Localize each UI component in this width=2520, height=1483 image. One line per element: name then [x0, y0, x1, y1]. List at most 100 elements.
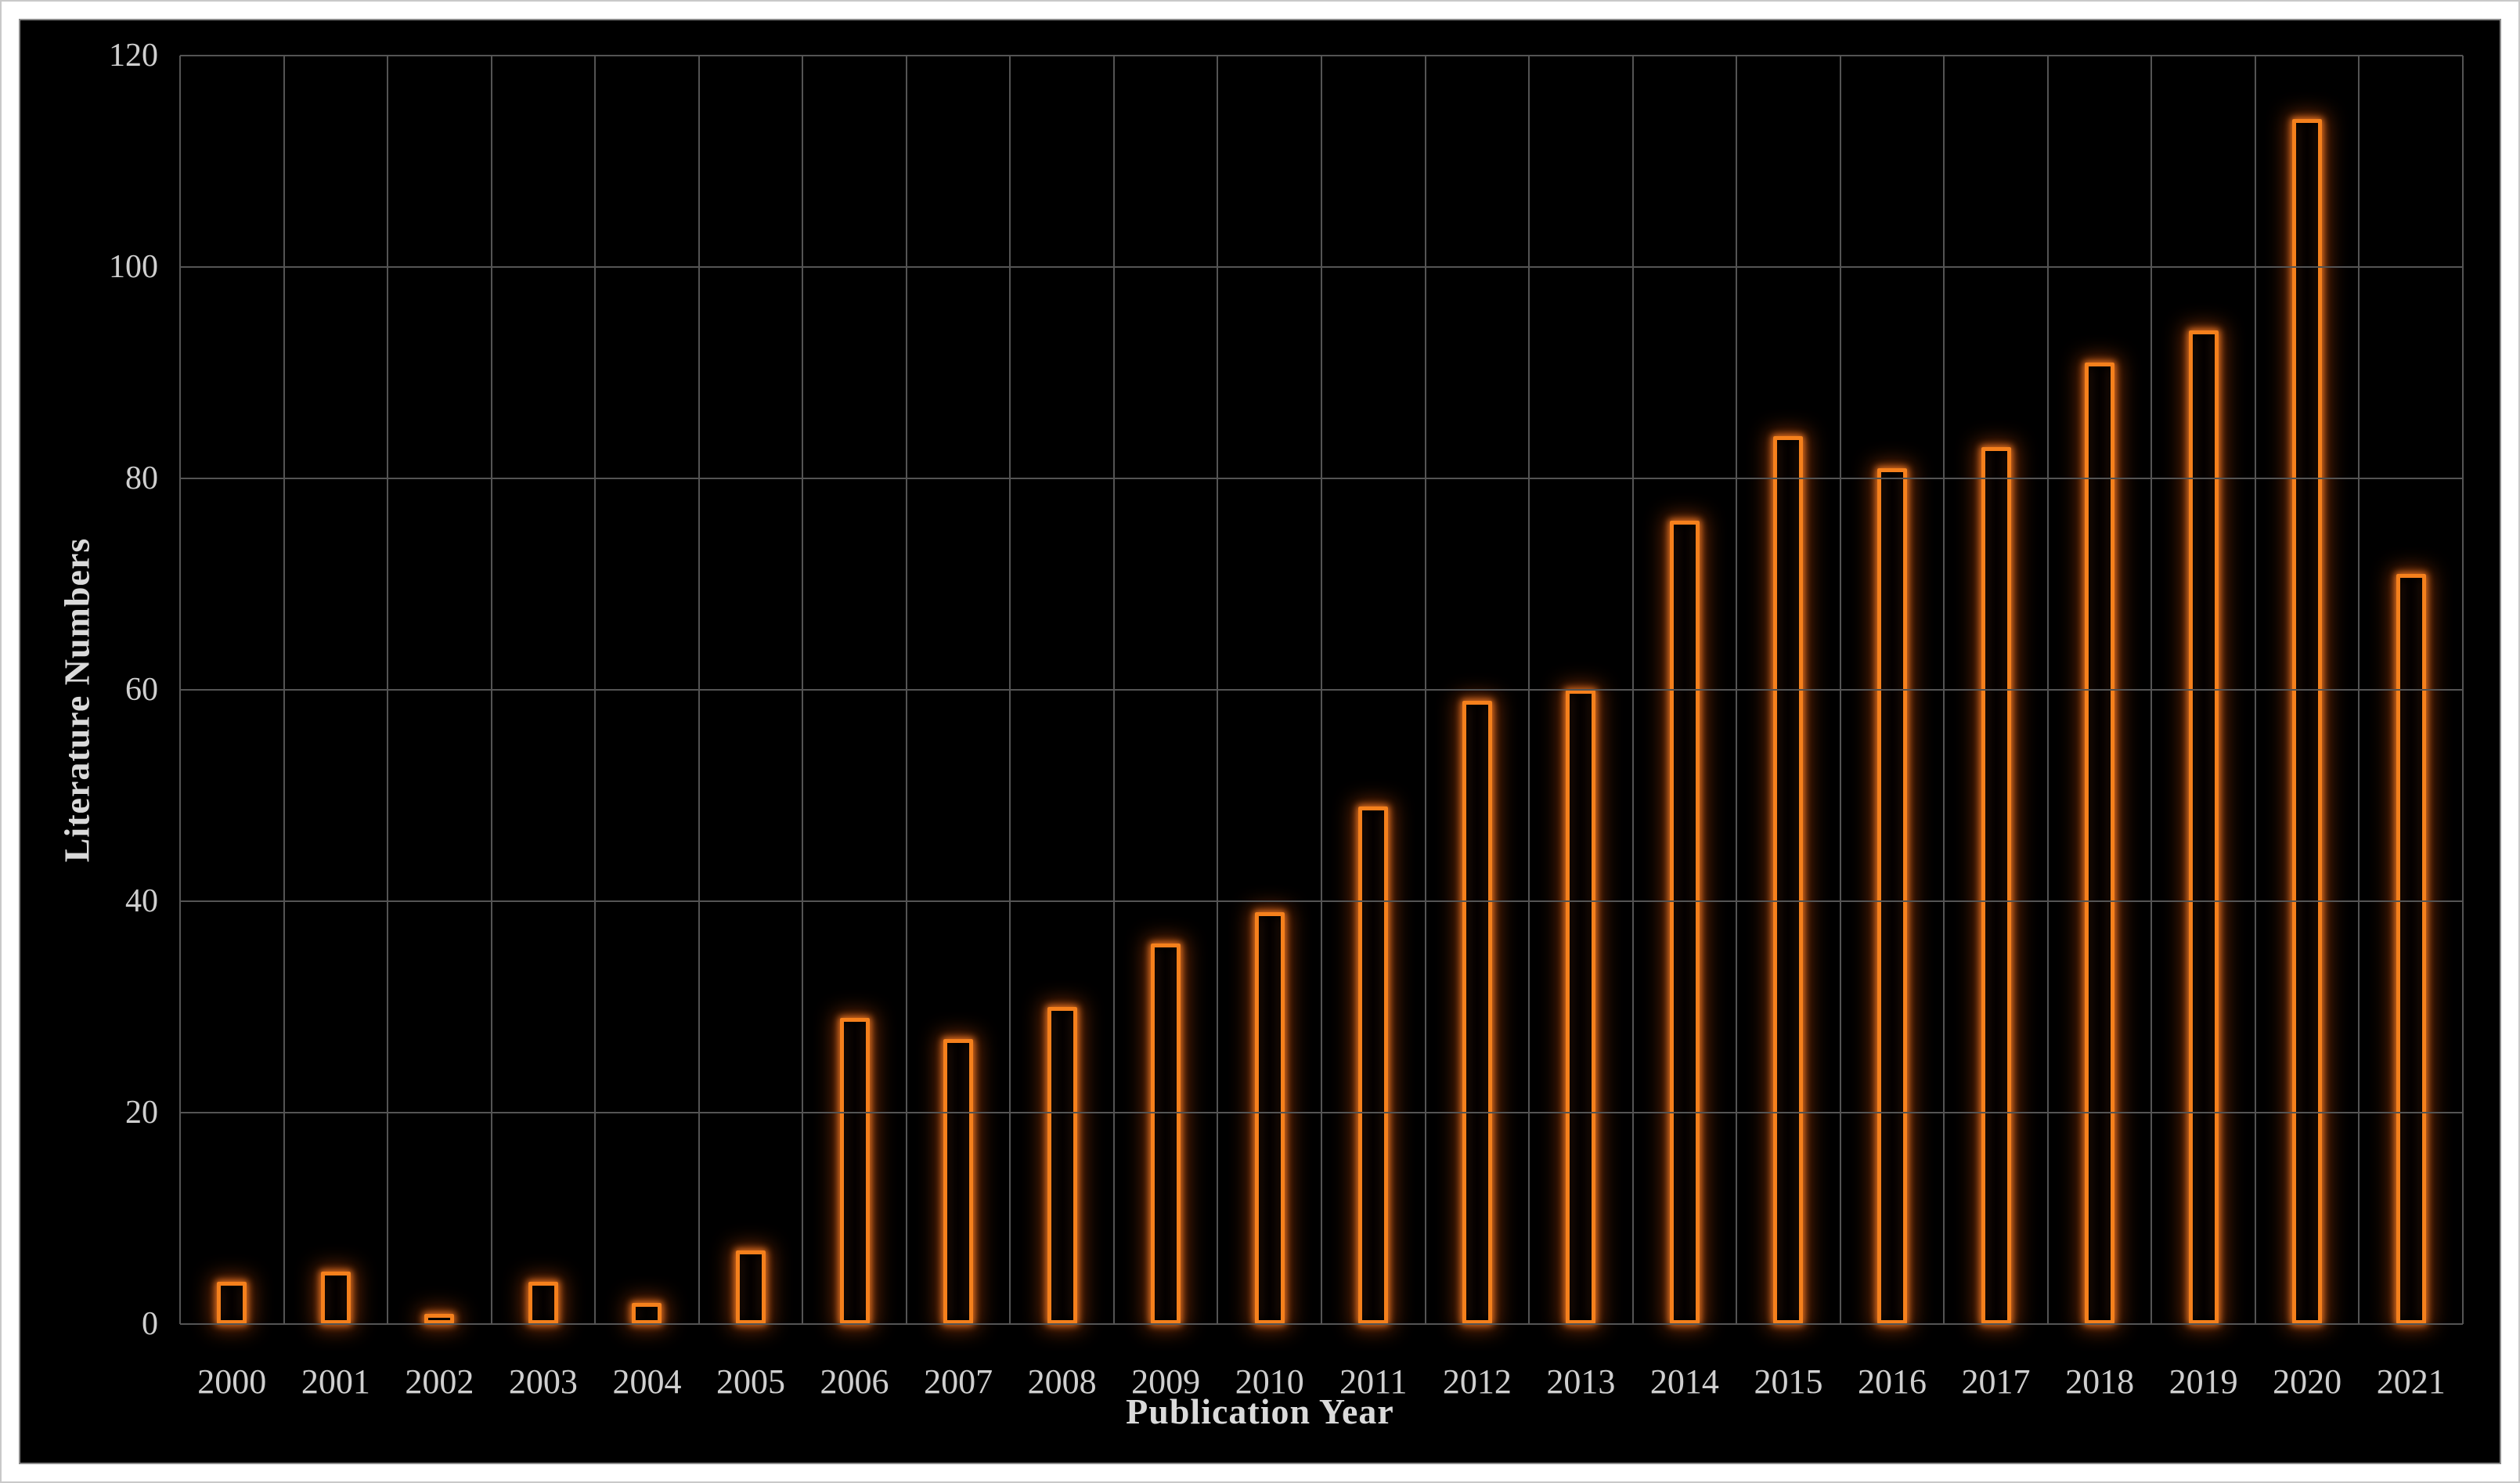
vgridline-17: [1943, 56, 1945, 1324]
x-tick-label-2005: 2005: [716, 1362, 785, 1401]
bar-2012: [1462, 700, 1492, 1324]
x-tick-label-2014: 2014: [1649, 1362, 1719, 1401]
bar-column-2003: [492, 56, 596, 1324]
vgridline-3: [490, 56, 492, 1324]
bar-2004: [632, 1303, 662, 1324]
hgridline-0: [180, 1323, 2463, 1325]
vgridline-18: [2046, 56, 2049, 1324]
bar-2011: [1358, 806, 1389, 1324]
vgridline-7: [905, 56, 907, 1324]
bar-column-2000: [180, 56, 284, 1324]
vgridline-10: [1217, 56, 1219, 1324]
bar-column-2001: [284, 56, 388, 1324]
bar-column-2014: [1633, 56, 1737, 1324]
x-tick-label-2004: 2004: [612, 1362, 682, 1401]
vgridline-19: [2150, 56, 2153, 1324]
bar-column-2016: [1840, 56, 1945, 1324]
bar-column-2009: [1114, 56, 1218, 1324]
bar-2009: [1151, 944, 1181, 1324]
x-tick-label-2019: 2019: [2168, 1362, 2238, 1401]
x-tick-label-2001: 2001: [301, 1362, 370, 1401]
y-tick-label-100: 100: [109, 248, 158, 285]
bar-2016: [1877, 467, 1908, 1324]
bar-column-2004: [595, 56, 699, 1324]
vgridline-0: [179, 56, 181, 1324]
bar-2015: [1773, 436, 1804, 1324]
bar-2006: [839, 1017, 870, 1324]
x-tick-label-2003: 2003: [508, 1362, 578, 1401]
vgridline-4: [594, 56, 597, 1324]
x-tick-label-2016: 2016: [1858, 1362, 1927, 1401]
x-axis-title: Publication Year: [1126, 1391, 1394, 1431]
bar-2010: [1254, 911, 1285, 1324]
bar-2013: [1566, 690, 1596, 1324]
vgridline-13: [1528, 56, 1530, 1324]
bar-2000: [217, 1282, 247, 1324]
x-tick-label-2021: 2021: [2376, 1362, 2446, 1401]
x-tick-label-2008: 2008: [1027, 1362, 1097, 1401]
x-tick-label-2006: 2006: [820, 1362, 889, 1401]
bar-2003: [528, 1282, 558, 1324]
vgridline-20: [2254, 56, 2256, 1324]
bar-column-2012: [1426, 56, 1530, 1324]
bar-2005: [736, 1250, 766, 1324]
bar-column-2019: [2151, 56, 2255, 1324]
x-tick-label-2009: 2009: [1131, 1362, 1201, 1401]
x-tick-label-2013: 2013: [1546, 1362, 1616, 1401]
plot-area: 0 20 40 60 80 100 120 2000 2001 2002 2003 2004 2005 2…: [109, 39, 2464, 1399]
y-tick-label-0: 0: [142, 1306, 158, 1342]
vgridline-9: [1112, 56, 1115, 1324]
vgridline-21: [2358, 56, 2360, 1324]
bar-column-2011: [1321, 56, 1426, 1324]
chart-background: 0 20 40 60 80 100 120 2000 2001 2002 2003 2004 2005 2…: [19, 19, 2501, 1464]
bar-column-2015: [1736, 56, 1840, 1324]
bar-column-2007: [907, 56, 1011, 1324]
vgridline-5: [698, 56, 700, 1324]
bar-column-2010: [1217, 56, 1321, 1324]
y-tick-label-80: 80: [125, 460, 158, 496]
bar-column-2002: [388, 56, 492, 1324]
y-axis-title: Literature Numbers: [56, 537, 97, 863]
bar-2007: [943, 1038, 974, 1324]
vgridline-11: [1321, 56, 1322, 1324]
bar-2019: [2188, 330, 2219, 1324]
y-tick-label-20: 20: [125, 1095, 158, 1131]
bar-2017: [1981, 446, 2011, 1324]
bar-column-2017: [1944, 56, 2048, 1324]
bar-column-2021: [2359, 56, 2463, 1324]
vgridline-8: [1009, 56, 1011, 1324]
bar-column-2008: [1010, 56, 1114, 1324]
x-tick-label-2015: 2015: [1754, 1362, 1823, 1401]
bar-column-2013: [1529, 56, 1633, 1324]
x-tick-label-2017: 2017: [1961, 1362, 2031, 1401]
bar-2002: [424, 1313, 455, 1324]
x-tick-label-2007: 2007: [924, 1362, 993, 1401]
x-tick-label-2012: 2012: [1442, 1362, 1512, 1401]
x-tick-label-2018: 2018: [2065, 1362, 2135, 1401]
vgridline-2: [387, 56, 389, 1324]
bar-2021: [2396, 573, 2426, 1324]
vgridline-15: [1736, 56, 1738, 1324]
bar-2001: [320, 1271, 351, 1324]
vgridline-1: [283, 56, 285, 1324]
bar-2008: [1047, 1007, 1077, 1324]
y-tick-label-60: 60: [125, 672, 158, 708]
vgridline-6: [802, 56, 804, 1324]
bar-column-2006: [802, 56, 907, 1324]
bar-2020: [2292, 119, 2323, 1324]
vgridline-14: [1631, 56, 1634, 1324]
vgridline-12: [1424, 56, 1426, 1324]
x-tick-label-2020: 2020: [2273, 1362, 2342, 1401]
x-tick-label-2010: 2010: [1235, 1362, 1304, 1401]
x-tick-label-2002: 2002: [405, 1362, 474, 1401]
bar-2014: [1669, 521, 1700, 1324]
x-tick-label-2011: 2011: [1339, 1362, 1408, 1401]
bar-column-2018: [2048, 56, 2152, 1324]
x-tick-label-2000: 2000: [197, 1362, 267, 1401]
bar-column-2020: [2255, 56, 2360, 1324]
y-tick-label-40: 40: [125, 882, 158, 919]
bar-column-2005: [699, 56, 803, 1324]
bar-columns: [180, 56, 2463, 1324]
vgridline-22: [2462, 56, 2464, 1324]
